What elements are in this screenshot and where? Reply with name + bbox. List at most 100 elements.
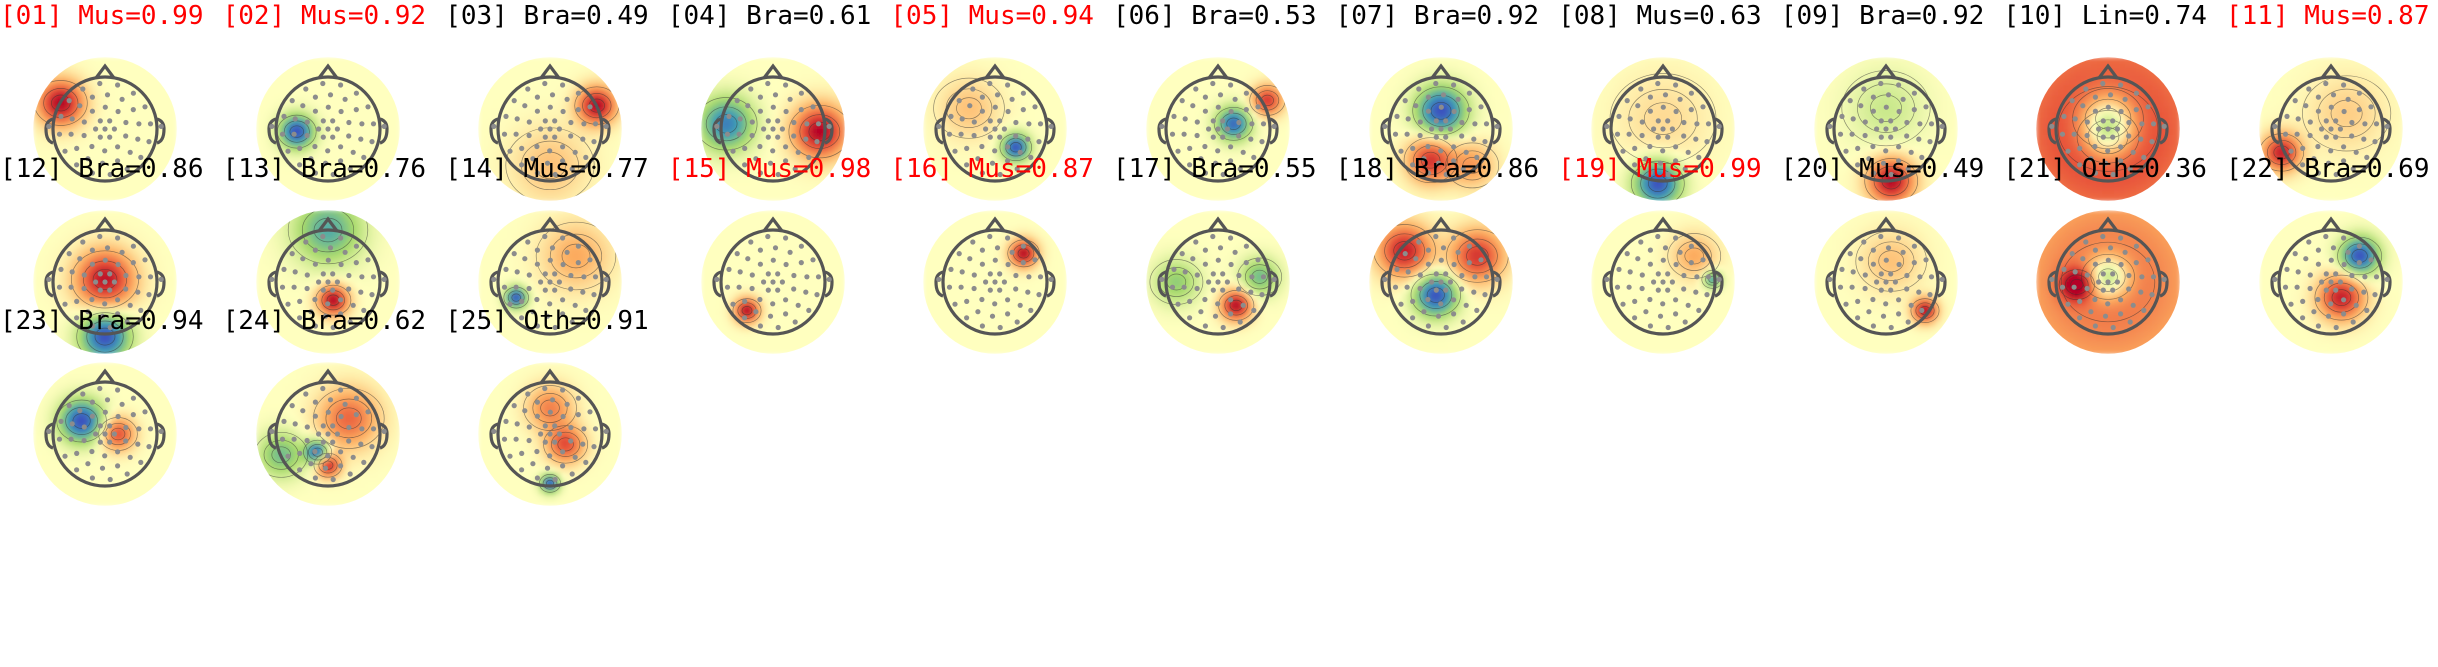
scalp-topomap-icon <box>1591 57 1735 201</box>
component-cell: [01] Mus=0.99 <box>0 0 210 220</box>
component-title: [09] Bra=0.92 <box>1780 1 1985 31</box>
head-outline-icon <box>44 63 166 183</box>
scalp-topomap-icon <box>33 209 177 354</box>
component-cell: [12] Bra=0.86 <box>0 153 210 373</box>
component-title: [24] Bra=0.62 <box>222 306 427 336</box>
sensor-markers <box>936 80 1055 178</box>
sensor-markers <box>713 233 832 330</box>
head-outline-icon <box>1825 215 1947 336</box>
sensor-markers <box>46 80 164 178</box>
sensor-markers <box>1826 80 1945 178</box>
component-cell: [14] Mus=0.77 <box>445 153 655 373</box>
sensor-markers <box>268 233 387 330</box>
scalp-topomap-icon <box>255 362 400 506</box>
head-outline-icon <box>712 63 834 183</box>
head-outline-icon <box>266 63 389 183</box>
scalp-topomap-icon <box>33 57 177 201</box>
component-cell: [02] Mus=0.92 <box>223 0 433 220</box>
head-outline-icon <box>266 368 389 488</box>
component-title: [04] Bra=0.61 <box>667 1 872 31</box>
sensor-markers <box>1604 80 1722 178</box>
component-cell: [16] Mus=0.87 <box>890 153 1100 373</box>
component-title: [14] Mus=0.77 <box>445 153 649 184</box>
head-outline-icon <box>2047 63 2169 183</box>
sensor-markers <box>1826 233 1945 330</box>
head-outline-icon <box>934 215 1056 336</box>
sensor-markers <box>713 80 832 178</box>
scalp-topomap-icon <box>923 57 1068 201</box>
head-outline-icon <box>1379 63 1502 183</box>
head-outline-icon <box>1157 215 1279 336</box>
component-title: [22] Bra=0.69 <box>2226 153 2430 184</box>
sensor-markers <box>46 233 164 330</box>
component-title: [19] Mus=0.99 <box>1558 153 1762 184</box>
scalp-topomap-icon <box>255 57 400 201</box>
head-outline-icon <box>2047 215 2169 336</box>
component-title: [08] Mus=0.63 <box>1558 1 1762 31</box>
scalp-topomap-icon <box>1368 209 1513 354</box>
component-title: [03] Bra=0.49 <box>445 1 649 31</box>
component-title: [05] Mus=0.94 <box>890 1 1094 31</box>
component-cell: [24] Bra=0.62 <box>223 305 433 525</box>
component-title: [17] Bra=0.55 <box>1113 153 1317 184</box>
head-outline-icon <box>934 63 1056 183</box>
component-title: [20] Mus=0.49 <box>1780 153 1985 184</box>
sensor-markers <box>491 385 609 483</box>
scalp-topomap-icon <box>1814 57 1958 201</box>
sensor-markers <box>1159 80 1277 178</box>
scalp-topomap-icon <box>923 209 1068 354</box>
sensor-markers <box>2049 233 2168 330</box>
sensor-markers <box>1159 233 1277 330</box>
sensor-markers <box>1381 233 1500 330</box>
component-cell: [11] Mus=0.87 <box>2226 0 2436 220</box>
component-title: [15] Mus=0.98 <box>667 153 872 184</box>
sensor-markers <box>2272 80 2390 178</box>
component-title: [10] Lin=0.74 <box>2003 1 2207 31</box>
scalp-topomap-icon <box>255 209 400 354</box>
sensor-markers <box>936 233 1055 330</box>
head-outline-icon <box>1157 63 1279 183</box>
sensor-markers <box>491 233 609 330</box>
component-cell: [03] Bra=0.49 <box>445 0 655 220</box>
head-outline-icon <box>1825 63 1947 183</box>
component-title: [23] Bra=0.94 <box>0 306 204 336</box>
scalp-topomap-icon <box>701 209 845 354</box>
head-outline-icon <box>1379 215 1502 336</box>
head-outline-icon <box>44 368 166 488</box>
sensor-markers <box>2272 233 2390 330</box>
component-cell: [22] Bra=0.69 <box>2226 153 2436 373</box>
component-cell: [07] Bra=0.92 <box>1336 0 1546 220</box>
component-cell: [13] Bra=0.76 <box>223 153 433 373</box>
sensor-markers <box>2049 80 2168 178</box>
sensor-markers <box>268 80 387 178</box>
component-title: [25] Oth=0.91 <box>445 306 649 336</box>
head-outline-icon <box>712 215 834 336</box>
sensor-markers <box>268 385 387 483</box>
scalp-topomap-icon <box>33 362 177 506</box>
scalp-topomap-icon <box>478 362 622 506</box>
component-title: [11] Mus=0.87 <box>2226 1 2430 31</box>
component-cell: [08] Mus=0.63 <box>1558 0 1768 220</box>
scalp-topomap-icon <box>1368 57 1513 201</box>
component-title: [16] Mus=0.87 <box>890 153 1094 184</box>
sensor-markers <box>46 385 164 483</box>
scalp-topomap-icon <box>478 209 622 354</box>
head-outline-icon <box>489 215 611 336</box>
component-title: [07] Bra=0.92 <box>1335 1 1540 31</box>
scalp-topomap-icon <box>701 57 845 201</box>
head-outline-icon <box>44 215 166 336</box>
sensor-markers <box>1381 80 1500 178</box>
scalp-topomap-icon <box>1591 209 1735 354</box>
component-cell: [18] Bra=0.86 <box>1336 153 1546 373</box>
scalp-topomap-icon <box>1146 57 1290 201</box>
component-title: [02] Mus=0.92 <box>222 1 427 31</box>
scalp-topomap-icon <box>2259 57 2403 201</box>
head-outline-icon <box>489 368 611 488</box>
component-cell: [17] Bra=0.55 <box>1113 153 1323 373</box>
scalp-topomap-icon <box>1814 209 1958 354</box>
component-cell: [23] Bra=0.94 <box>0 305 210 525</box>
head-outline-icon <box>1602 63 1724 183</box>
scalp-topomap-icon <box>478 57 622 201</box>
scalp-topomap-icon <box>2036 209 2181 354</box>
